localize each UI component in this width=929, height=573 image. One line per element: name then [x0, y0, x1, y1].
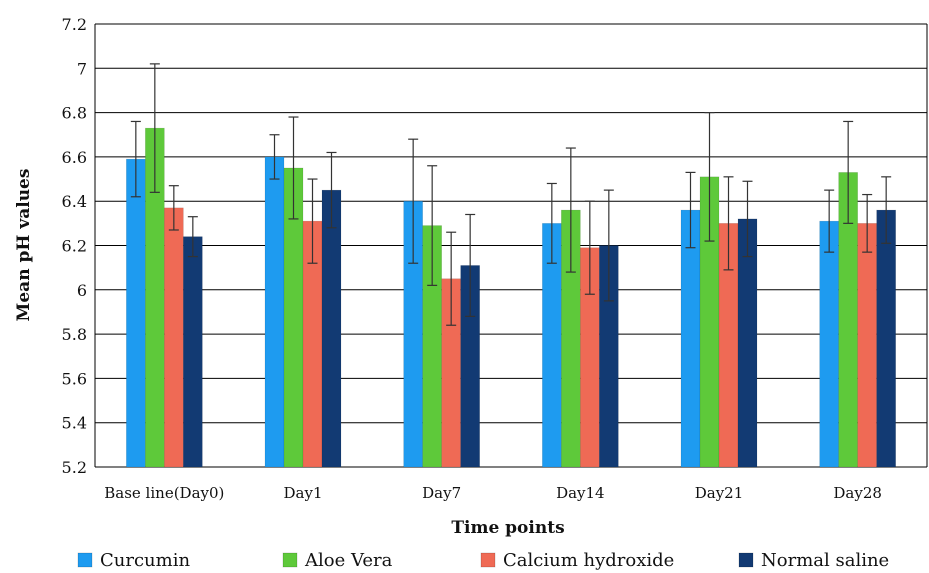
bar-curcumin — [819, 220, 839, 468]
bar-curcumin — [126, 158, 146, 468]
legend-swatch — [282, 552, 298, 568]
bar-curcumin — [680, 209, 701, 468]
y-axis-ticks: 5.2 5.4 5.6 5.8 6 6.2 6.4 6.6 6.8 7 7.2 — [62, 15, 87, 477]
legend: Curcumin Aloe Vera Calcium hydroxide Normal… — [77, 550, 889, 571]
legend-swatch — [480, 552, 496, 568]
y-tick-label: 7.2 — [62, 15, 87, 34]
y-tick-label: 6.6 — [62, 148, 87, 167]
bar-normal-saline — [876, 209, 896, 468]
x-tick-label: Day14 — [556, 484, 605, 502]
y-tick-label: 6.2 — [62, 237, 87, 256]
x-tick-label: Day21 — [695, 484, 744, 502]
y-tick-label: 6 — [77, 281, 87, 300]
x-axis-title: Time points — [451, 518, 564, 538]
legend-label: Aloe Vera — [304, 550, 393, 571]
x-tick-label: Day28 — [833, 484, 882, 502]
x-tick-label: Day7 — [422, 484, 461, 502]
gridlines — [94, 23, 928, 468]
bar-normal-saline — [321, 189, 342, 468]
error-bars — [130, 63, 892, 326]
y-tick-label: 6.8 — [62, 104, 87, 123]
x-axis-ticks: Base line(Day0) Day1 Day7 Day14 Day21 Day28 — [104, 484, 882, 502]
y-tick-label: 5.4 — [62, 414, 87, 433]
bars — [126, 127, 896, 468]
bar-calcium-hydroxide — [857, 223, 877, 468]
legend-label: Calcium hydroxide — [503, 550, 674, 571]
y-tick-label: 5.2 — [62, 458, 87, 477]
y-tick-label: 6.4 — [62, 192, 87, 211]
x-tick-label: Base line(Day0) — [104, 484, 224, 502]
legend-label: Normal saline — [761, 550, 889, 571]
legend-label: Curcumin — [100, 550, 190, 571]
legend-swatch — [738, 552, 754, 568]
y-tick-label: 7 — [77, 59, 87, 78]
x-tick-label: Day1 — [284, 484, 323, 502]
bar-calcium-hydroxide — [164, 207, 184, 468]
bar-curcumin — [264, 156, 285, 468]
legend-swatch — [77, 552, 93, 568]
y-tick-label: 5.8 — [62, 325, 87, 344]
y-tick-label: 5.6 — [62, 369, 87, 388]
y-axis-title: Mean pH values — [14, 169, 34, 322]
bar-normal-saline — [183, 236, 203, 468]
